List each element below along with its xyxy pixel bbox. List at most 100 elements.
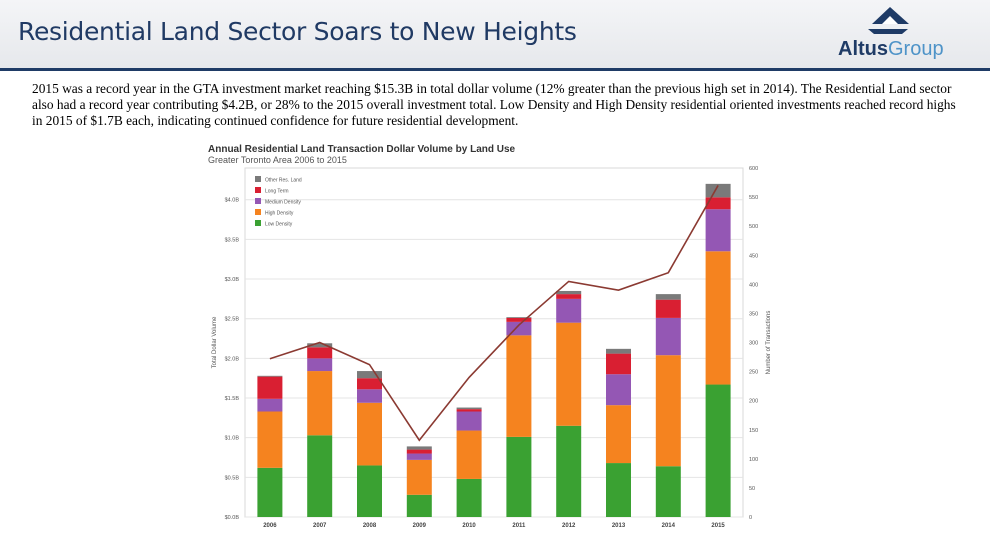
x-tick-label: 2013 [612,523,626,529]
bar-segment-high-density [556,322,582,426]
y-tick-label: $1.0B [225,436,240,442]
x-tick-label: 2006 [263,523,277,529]
page-title: Residential Land Sector Soars to New Hei… [18,17,577,46]
bar-segment-long-term [357,378,382,390]
bar-segment-long-term [655,299,681,318]
y-tick-label: $2.5B [225,317,240,323]
x-tick-label: 2007 [313,523,327,529]
y2-tick-label: 600 [749,166,758,172]
legend-swatch [255,187,261,193]
bar-segment-long-term [606,353,631,375]
bar-segment-other-res-land [307,343,333,348]
bar-segment-high-density [506,335,532,437]
y2-tick-label: 550 [749,195,758,201]
bar-segment-medium-density [257,398,283,412]
y2-tick-label: 350 [749,311,758,317]
bar-segment-medium-density [606,374,631,406]
bar-segment-other-res-land [456,407,482,410]
y-tick-label: $2.0B [225,356,240,362]
bar-segment-long-term [257,376,283,399]
bar-segment-other-res-land [556,290,582,295]
altus-group-logo: AltusGroup [832,4,972,64]
y-tick-label: $4.0B [225,198,240,204]
chart-subtitle: Greater Toronto Area 2006 to 2015 [208,155,347,165]
y2-tick-label: 100 [749,457,758,463]
bar-segment-medium-density [307,358,333,372]
y2-tick-label: 300 [749,341,758,347]
y-tick-label: $1.5B [225,396,240,402]
bar-segment-low-density [655,466,681,517]
bar-segment-medium-density [705,209,731,252]
bar-segment-other-res-land [257,375,283,377]
bar-segment-other-res-land [705,183,731,198]
bar-segment-low-density [406,494,432,517]
bar-segment-high-density [257,411,283,468]
stacked-bar-chart: $0.0B $0.5B $1.0B $1.5B $2.0B $2.5B $3.0B $3.5B… [212,166,772,529]
x-tick-label: 2008 [363,523,377,529]
bar-segment-long-term [705,197,731,210]
y2-tick-label: 150 [749,428,758,434]
x-tick-label: 2014 [662,523,676,529]
bar-segment-long-term [307,347,333,359]
logo-wordmark: AltusGroup [838,38,944,61]
y2-tick-label: 400 [749,282,758,288]
bar-segment-medium-density [357,389,382,403]
logo-word-altus: Altus [838,38,888,60]
bar-segment-low-density [257,467,283,517]
chart-title: Annual Residential Land Transaction Doll… [208,144,516,155]
bar-segment-medium-density [556,298,582,323]
y2-tick-label: 0 [749,515,752,521]
x-tick-label: 2012 [562,523,576,529]
logo-word-group: Group [888,38,944,60]
bar-segment-high-density [357,402,382,466]
legend-label: Medium Density [265,200,301,206]
bar-segment-other-res-land [506,317,532,318]
legend-label: Low Density [265,222,293,228]
bar-segment-high-density [456,430,482,479]
legend-swatch [255,198,261,204]
bar-segment-low-density [357,465,382,517]
bar-segment-low-density [456,478,482,517]
bar-segment-other-res-land [606,348,631,354]
bar-segment-long-term [456,409,482,412]
bar-segment-high-density [406,459,432,495]
bar-segment-low-density [506,436,532,517]
bar-segment-other-res-land [406,446,432,450]
y-tick-label: $0.5B [225,475,240,481]
y-tick-label: $3.5B [225,237,240,243]
bar-segment-long-term [556,294,582,299]
bar-segment-other-res-land [655,294,681,300]
legend-swatch [255,220,261,226]
y-tick-label: $0.0B [225,515,240,521]
bar-segment-high-density [655,355,681,467]
y2-tick-label: 450 [749,253,758,259]
legend-label: High Density [265,211,294,217]
bar-segment-medium-density [655,317,681,356]
page-header [0,0,990,68]
y2-axis-title: Number of Transactions [766,311,772,375]
bar-segment-low-density [556,425,582,517]
x-tick-label: 2015 [711,523,725,529]
bar-segment-long-term [506,317,532,322]
x-tick-label: 2009 [413,523,427,529]
bar-segment-high-density [307,371,333,436]
y2-tick-label: 250 [749,370,758,376]
bar-segment-low-density [705,384,731,517]
legend-swatch [255,209,261,215]
bar-segment-medium-density [406,453,432,460]
bar-segment-other-res-land [357,371,382,379]
bar-segment-long-term [406,449,432,454]
x-tick-label: 2011 [512,523,526,529]
logo-mountain-icon [868,7,909,34]
legend-label: Long Term [265,189,289,195]
x-tick-label: 2010 [462,523,476,529]
intro-paragraph: 2015 was a record year in the GTA invest… [32,81,956,128]
y2-tick-label: 50 [749,486,755,492]
bar-segment-medium-density [456,411,482,431]
header-divider [0,68,990,71]
bar-segment-low-density [606,463,631,517]
transactions-line [269,185,719,442]
bar-segment-high-density [705,251,731,385]
y2-tick-label: 200 [749,399,758,405]
bar-segment-low-density [307,435,333,517]
